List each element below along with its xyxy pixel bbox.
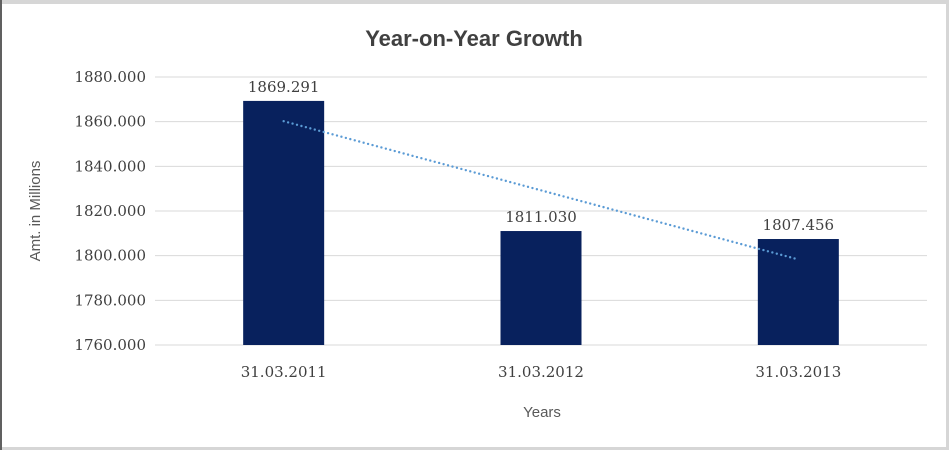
y-tick-label: 1800.000 [74, 247, 146, 265]
trendline [282, 120, 800, 261]
y-tick-label: 1840.000 [74, 157, 146, 175]
bar [500, 231, 582, 345]
data-label: 1807.456 [763, 216, 835, 234]
frame-border-top [0, 0, 949, 4]
x-category-label: 31.03.2012 [498, 363, 584, 381]
y-axis-tick-labels: 1880.000 1860.000 1840.000 1820.000 1800.000… [74, 68, 146, 354]
bar [757, 239, 839, 345]
frame-border-bottom [0, 447, 949, 450]
bar [243, 100, 325, 345]
y-tick-label: 1760.000 [74, 336, 146, 354]
bar-series [243, 100, 839, 345]
trendline-layer [282, 120, 800, 261]
data-label: 1869.291 [248, 78, 320, 96]
x-axis-title: Years [523, 404, 561, 421]
x-category-label: 31.03.2013 [755, 363, 841, 381]
frame-border-right [946, 0, 949, 450]
y-axis-title: Amt. in Millions [27, 161, 44, 262]
data-label: 1811.030 [505, 208, 577, 226]
x-category-label: 31.03.2011 [241, 363, 327, 381]
frame-border-left [0, 0, 2, 450]
x-axis-category-labels: 31.03.2011 31.03.2012 31.03.2013 [241, 363, 842, 381]
y-tick-label: 1780.000 [74, 291, 146, 309]
data-labels: 1869.291 1811.030 1807.456 [248, 78, 834, 234]
chart-title: Year-on-Year Growth [365, 26, 583, 51]
y-tick-label: 1820.000 [74, 202, 146, 220]
y-tick-label: 1880.000 [74, 68, 146, 86]
y-tick-label: 1860.000 [74, 113, 146, 131]
